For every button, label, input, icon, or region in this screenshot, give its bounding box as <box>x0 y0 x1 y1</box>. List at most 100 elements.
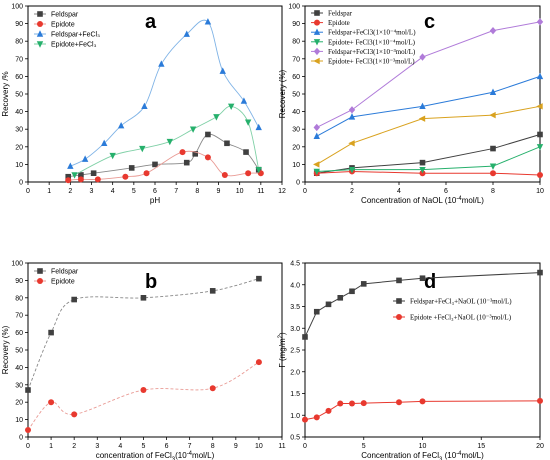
series-line-a-1 <box>68 150 261 181</box>
x-tick-label: 11 <box>278 443 285 450</box>
y-tick-label: 80 <box>292 39 300 46</box>
y-tick-label: 10 <box>292 162 300 169</box>
x-tick-label: 8 <box>195 188 199 195</box>
x-tick-label: 1 <box>49 443 53 450</box>
legend-marker <box>396 314 402 320</box>
y-tick-label: 3.0 <box>290 326 300 333</box>
panel-label-b: b <box>145 271 157 293</box>
legend-d: Feldspar+FeCl₃+NaOL (10⁻³mol/L) Epidote +… <box>393 298 512 322</box>
y-tick-label: 4.5 <box>290 261 300 268</box>
data-point-c-5 <box>536 103 543 110</box>
data-point-a-1 <box>179 149 186 156</box>
y-tick-label: 100 <box>11 261 23 268</box>
data-point-d-0 <box>419 275 426 282</box>
y-tick-label: 20 <box>292 144 300 151</box>
y-tick-label: 100 <box>288 4 300 11</box>
series-line-a-0 <box>68 133 260 178</box>
data-point-c-2 <box>313 132 320 139</box>
x-tick-label: 10 <box>236 188 244 195</box>
data-point-d-0 <box>360 281 367 287</box>
legend-marker <box>396 298 402 304</box>
x-tick-label: 6 <box>444 188 448 195</box>
y-axis-title: Recovery /% <box>1 71 10 116</box>
data-point-d-0 <box>337 295 344 301</box>
y-tick-label: 70 <box>292 56 300 63</box>
x-tick-label: 20 <box>536 443 544 450</box>
series-line-c-2 <box>316 75 541 137</box>
x-tick-label: 6 <box>165 443 169 450</box>
data-point-c-5 <box>313 161 320 168</box>
legend-marker <box>37 11 43 17</box>
y-tick-label: 90 <box>292 21 300 28</box>
y-tick-label: 90 <box>15 278 23 285</box>
x-axis-title: Concentration of FeCl3 (10-4mol/L) <box>361 451 484 460</box>
data-point-a-3 <box>166 138 174 146</box>
data-point-b-1 <box>255 359 262 366</box>
data-point-a-2 <box>141 102 148 110</box>
x-tick-label: 2 <box>72 443 76 450</box>
data-point-b-0 <box>209 288 216 294</box>
x-tick-label: 1 <box>47 188 51 195</box>
data-point-a-0 <box>183 159 190 166</box>
x-axis-title: Concentration of NaOL (10-4mol/L) <box>361 196 484 205</box>
y-tick-label: 80 <box>15 295 23 302</box>
x-tick-label: 0 <box>26 188 30 195</box>
y-tick-label: 60 <box>15 74 23 81</box>
legend-marker <box>313 47 321 56</box>
y-tick-label: 60 <box>15 330 23 337</box>
data-point-b-1 <box>25 427 31 434</box>
data-point-b-0 <box>25 387 31 393</box>
legend-marker <box>314 19 320 26</box>
data-point-a-3 <box>244 119 252 126</box>
data-point-d-1 <box>396 399 402 406</box>
data-point-c-5 <box>348 140 355 147</box>
x-tick-label: 10 <box>255 443 263 450</box>
data-point-c-4 <box>313 123 320 132</box>
data-point-d-1 <box>537 397 543 404</box>
data-point-a-3 <box>213 114 220 121</box>
data-point-b-1 <box>71 411 78 418</box>
legend-marker <box>37 278 43 284</box>
y-tick-label: 0 <box>19 180 23 187</box>
data-point-c-3 <box>348 166 356 174</box>
y-tick-label: 4.0 <box>290 282 300 289</box>
y-tick-label: 40 <box>15 109 23 116</box>
x-tick-label: 5 <box>142 443 146 450</box>
data-point-a-0 <box>128 165 135 171</box>
data-point-d-1 <box>337 400 344 407</box>
x-axis-title: concentration of FeCl3(10-4mol/L) <box>96 451 215 460</box>
data-point-a-1 <box>143 170 150 177</box>
panel-d-frame <box>304 262 541 438</box>
data-point-d-0 <box>396 277 402 284</box>
data-point-c-4 <box>419 53 426 61</box>
data-point-d-1 <box>360 400 367 407</box>
y-tick-label: 30 <box>15 382 23 389</box>
data-point-b-1 <box>48 399 55 406</box>
data-point-b-0 <box>48 329 54 336</box>
y-tick-label: 70 <box>15 56 23 63</box>
panel-d: 0 5 10 15 20 0.5 1.0 1.5 2.0 2.5 3.0 3.5 4.0 4.5 Conce… <box>278 261 544 460</box>
data-point-c-0 <box>490 145 496 152</box>
panel-c: 0 2 4 6 8 100102030405060708090100Concentrati… <box>278 4 544 206</box>
y-tick-label: 30 <box>292 127 300 134</box>
x-tick-label: 8 <box>491 188 495 195</box>
x-tick-label: 7 <box>188 443 192 450</box>
y-tick-label: 50 <box>15 92 23 99</box>
data-point-b-0 <box>140 295 147 301</box>
data-point-b-0 <box>256 275 262 282</box>
y-tick-label: 20 <box>15 144 23 151</box>
data-point-c-4 <box>489 26 497 35</box>
data-point-a-2 <box>219 67 226 74</box>
x-tick-label: 9 <box>217 188 221 195</box>
data-point-a-0 <box>243 149 249 155</box>
y-tick-label: 50 <box>292 92 300 99</box>
y-tick-label: 80 <box>15 39 23 46</box>
legend-marker <box>36 30 44 37</box>
panel-a: 0 1 2 3 4 5 6 7 8 9 10 11 120102030405060708090100pH… <box>1 4 286 206</box>
y-tick-label: 0.5 <box>290 435 300 442</box>
x-tick-label: 8 <box>211 443 215 450</box>
data-point-b-1 <box>140 387 147 394</box>
y-tick-label: 10 <box>15 162 23 169</box>
data-point-a-1 <box>94 176 101 183</box>
